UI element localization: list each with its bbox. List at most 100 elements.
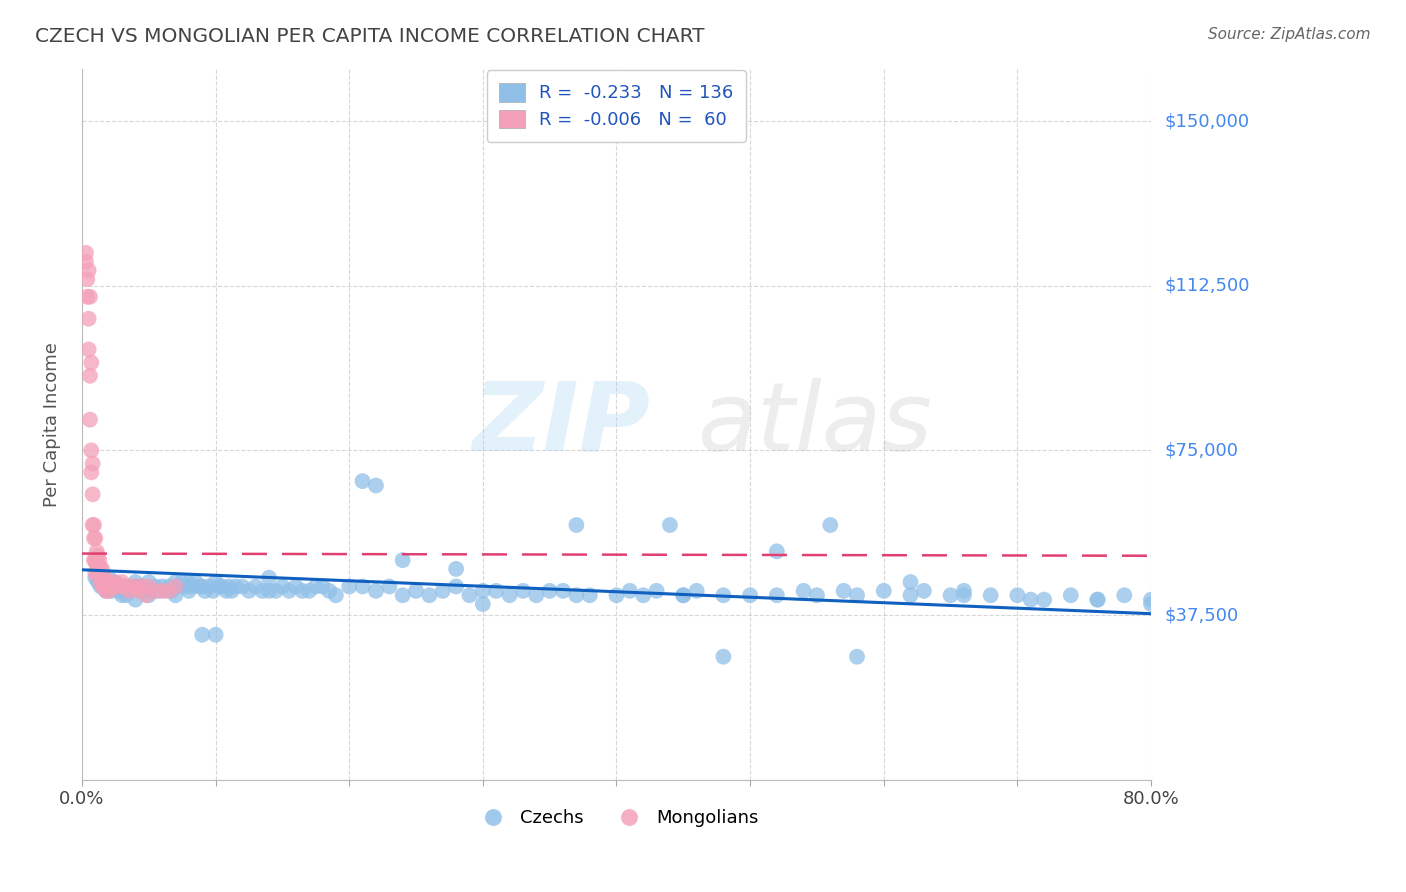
- Point: [87, 566, 110, 581]
- Point: [184, 575, 207, 590]
- Point: [124, 592, 146, 607]
- Point: [91, 575, 114, 590]
- Point: [86, 544, 108, 558]
- Point: [160, 583, 183, 598]
- Point: [806, 588, 828, 602]
- Point: [444, 562, 467, 576]
- Point: [129, 583, 152, 598]
- Point: [94, 575, 117, 590]
- Point: [231, 579, 253, 593]
- Point: [257, 571, 280, 585]
- Point: [378, 579, 401, 593]
- Point: [79, 412, 101, 426]
- Point: [157, 583, 180, 598]
- Point: [91, 571, 114, 585]
- Point: [107, 579, 129, 593]
- Point: [93, 579, 115, 593]
- Point: [284, 579, 307, 593]
- Text: $37,500: $37,500: [1166, 606, 1239, 624]
- Point: [150, 579, 173, 593]
- Point: [846, 649, 869, 664]
- Point: [471, 597, 494, 611]
- Point: [84, 571, 107, 585]
- Point: [631, 588, 654, 602]
- Point: [291, 583, 314, 598]
- Point: [91, 579, 114, 593]
- Point: [138, 588, 160, 602]
- Point: [83, 553, 105, 567]
- Text: $150,000: $150,000: [1166, 112, 1250, 130]
- Point: [1087, 592, 1109, 607]
- Point: [145, 579, 167, 593]
- Point: [75, 254, 97, 268]
- Point: [150, 583, 173, 598]
- Point: [238, 583, 260, 598]
- Y-axis label: Per Capita Income: Per Capita Income: [44, 342, 60, 507]
- Point: [145, 583, 167, 598]
- Point: [90, 562, 112, 576]
- Point: [87, 575, 110, 590]
- Point: [565, 588, 588, 602]
- Point: [188, 579, 211, 593]
- Point: [124, 575, 146, 590]
- Point: [191, 628, 214, 642]
- Point: [221, 583, 243, 598]
- Point: [318, 583, 340, 598]
- Point: [1033, 592, 1056, 607]
- Point: [80, 443, 103, 458]
- Point: [194, 583, 217, 598]
- Point: [207, 579, 229, 593]
- Point: [337, 579, 360, 593]
- Point: [77, 343, 100, 357]
- Point: [94, 583, 117, 598]
- Point: [180, 579, 202, 593]
- Text: Source: ZipAtlas.com: Source: ZipAtlas.com: [1208, 27, 1371, 42]
- Point: [352, 579, 374, 593]
- Point: [103, 575, 125, 590]
- Point: [685, 583, 707, 598]
- Point: [90, 566, 112, 581]
- Point: [364, 583, 387, 598]
- Point: [713, 649, 735, 664]
- Point: [76, 272, 98, 286]
- Point: [1140, 592, 1163, 607]
- Point: [172, 575, 194, 590]
- Point: [364, 478, 387, 492]
- Text: ZIP: ZIP: [472, 377, 650, 471]
- Point: [165, 575, 187, 590]
- Point: [165, 579, 187, 593]
- Point: [90, 575, 112, 590]
- Point: [131, 579, 153, 593]
- Point: [167, 579, 190, 593]
- Point: [84, 553, 107, 567]
- Point: [84, 553, 107, 567]
- Point: [538, 583, 561, 598]
- Point: [252, 583, 274, 598]
- Point: [498, 588, 520, 602]
- Point: [1019, 592, 1042, 607]
- Point: [121, 579, 143, 593]
- Point: [1087, 592, 1109, 607]
- Point: [118, 583, 141, 598]
- Point: [311, 579, 333, 593]
- Point: [79, 290, 101, 304]
- Point: [84, 566, 107, 581]
- Point: [80, 466, 103, 480]
- Point: [83, 518, 105, 533]
- Point: [873, 583, 896, 598]
- Point: [740, 588, 762, 602]
- Point: [245, 579, 267, 593]
- Point: [165, 588, 187, 602]
- Point: [391, 588, 413, 602]
- Point: [846, 588, 869, 602]
- Point: [444, 579, 467, 593]
- Point: [672, 588, 695, 602]
- Point: [215, 583, 238, 598]
- Point: [177, 583, 200, 598]
- Point: [953, 583, 976, 598]
- Point: [157, 579, 180, 593]
- Point: [352, 474, 374, 488]
- Point: [551, 583, 574, 598]
- Point: [127, 583, 149, 598]
- Point: [138, 579, 160, 593]
